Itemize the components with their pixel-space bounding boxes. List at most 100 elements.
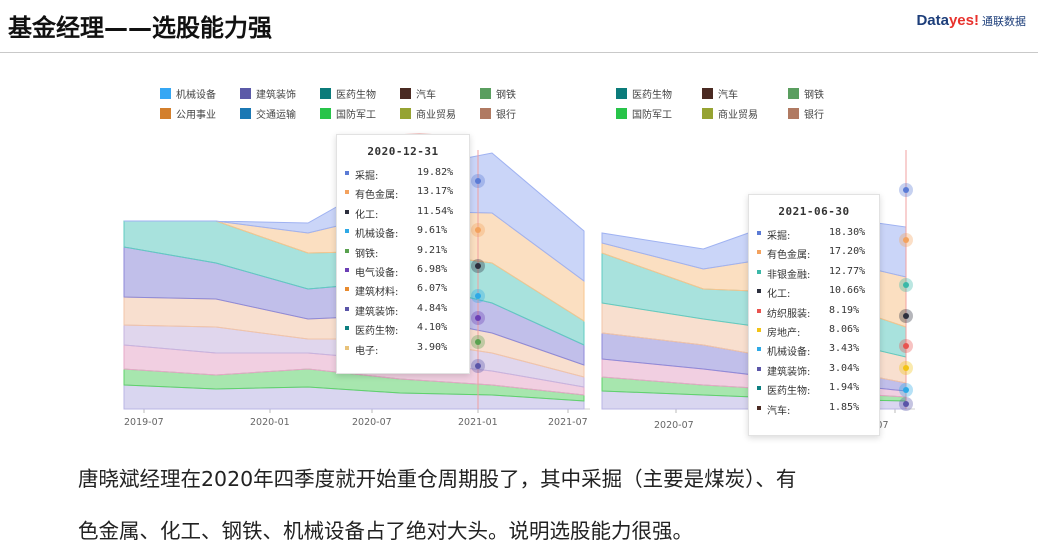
tooltip-row: 钢铁: 9.21% xyxy=(337,243,469,262)
legend-swatch xyxy=(616,108,627,119)
tooltip-marker xyxy=(757,269,761,274)
tooltip-row: 医药生物: 4.10% xyxy=(337,320,469,339)
tooltip-industry: 采掘: xyxy=(767,231,791,242)
legend-item[interactable]: 医药生物 xyxy=(616,86,672,101)
legend-item[interactable]: 汽车 xyxy=(702,86,738,101)
hover-point xyxy=(475,293,481,299)
legend-label: 国防军工 xyxy=(632,110,672,121)
hover-point xyxy=(475,263,481,269)
tooltip-row: 建筑装饰: 4.84% xyxy=(337,301,469,320)
legend-item[interactable]: 国防军工 xyxy=(616,106,672,121)
tooltip-marker xyxy=(757,308,761,313)
hover-point xyxy=(903,401,909,407)
legend-swatch xyxy=(480,108,491,119)
tooltip-2020-12-31: 2020-12-31 采掘: 19.82% 有色金属: 13.17% 化工: 11.54%… xyxy=(336,134,470,374)
brand-logo: Datayes! 通联数据 xyxy=(916,12,1026,29)
hover-point xyxy=(903,365,909,371)
tooltip-industry: 房地产: xyxy=(767,327,801,339)
left-x-tick-label: 2020-07 xyxy=(352,417,392,428)
hover-point xyxy=(475,178,481,184)
right-x-tick-label: 2020-07 xyxy=(654,420,694,431)
tooltip-weight: 11.54% xyxy=(417,205,454,217)
legend-label: 银行 xyxy=(496,110,516,121)
tooltip-row: 电子: 3.90% xyxy=(337,340,469,359)
legend-item[interactable]: 机械设备 xyxy=(160,86,216,101)
brand-cn: 通联数据 xyxy=(982,16,1026,28)
legend-label: 医药生物 xyxy=(632,90,672,101)
legend-swatch xyxy=(240,88,251,99)
tooltip-industry: 采掘: xyxy=(355,171,379,182)
tooltip-marker xyxy=(345,306,349,311)
tooltip-marker xyxy=(345,326,349,331)
legend-label: 钢铁 xyxy=(496,90,516,101)
industry-stack-charts: 2019-07 2020-01 2020-07 2021-01 2021-07 2020-… xyxy=(123,133,915,431)
tooltip-weight: 8.19% xyxy=(829,304,860,316)
chart-area: 2019-07 2020-01 2020-07 2021-01 2021-07 2020-… xyxy=(123,86,915,436)
tooltip-industry: 电气设备: xyxy=(355,267,399,279)
tooltip-weight: 9.61% xyxy=(417,225,448,237)
tooltip-row: 建筑材料: 6.07% xyxy=(337,281,469,300)
tooltip-marker xyxy=(757,405,761,410)
tooltip-marker xyxy=(345,345,349,350)
legend-label: 交通运输 xyxy=(256,110,296,121)
tooltip-weight: 12.77% xyxy=(829,265,866,277)
tooltip-marker xyxy=(757,289,761,294)
legend-swatch xyxy=(400,108,411,119)
tooltip-industry: 汽车: xyxy=(767,405,791,417)
tooltip-industry: 钢铁: xyxy=(355,248,379,260)
tooltip-row: 化工: 10.66% xyxy=(749,283,879,302)
tooltip-weight: 1.85% xyxy=(829,401,860,413)
tooltip-weight: 3.43% xyxy=(829,343,860,355)
tooltip-row: 建筑装饰: 3.04% xyxy=(749,361,879,380)
tooltip-marker xyxy=(345,248,349,253)
legend-item[interactable]: 建筑装饰 xyxy=(240,86,296,101)
legend-item[interactable]: 商业贸易 xyxy=(400,106,456,121)
legend-item[interactable]: 汽车 xyxy=(400,86,436,101)
tooltip-weight: 18.30% xyxy=(829,227,866,238)
legend-item[interactable]: 钢铁 xyxy=(788,86,824,101)
tooltip-industry: 机械设备: xyxy=(355,229,399,241)
legend-swatch xyxy=(616,88,627,99)
tooltip-industry: 建筑装饰: xyxy=(355,306,399,318)
tooltip-industry: 非银金融: xyxy=(767,269,811,281)
legend-item[interactable]: 钢铁 xyxy=(480,86,516,101)
tooltip-industry: 建筑装饰: xyxy=(767,366,811,378)
tooltip-industry: 医药生物: xyxy=(355,326,399,338)
legend-item[interactable]: 商业贸易 xyxy=(702,106,758,121)
tooltip-marker xyxy=(345,190,349,195)
legend-item[interactable]: 银行 xyxy=(788,106,824,121)
legend-label: 汽车 xyxy=(718,90,738,101)
legend-label: 商业贸易 xyxy=(416,110,456,121)
tooltip-row: 有色金属: 13.17% xyxy=(337,184,469,203)
legend-item[interactable]: 公用事业 xyxy=(160,106,216,121)
tooltip-industry: 机械设备: xyxy=(767,347,811,359)
tooltip-row: 有色金属: 17.20% xyxy=(749,244,879,263)
legend-item[interactable]: 国防军工 xyxy=(320,106,376,121)
legend-label: 商业贸易 xyxy=(718,110,758,121)
tooltip-weight: 6.07% xyxy=(417,283,448,295)
hover-point xyxy=(475,227,481,233)
slide-header: 基金经理——选股能力强 Datayes! 通联数据 xyxy=(0,0,1038,53)
legend-label: 国防军工 xyxy=(336,110,376,121)
tooltip-weight: 17.20% xyxy=(829,246,866,258)
legend-swatch xyxy=(320,88,331,99)
legend-item[interactable]: 医药生物 xyxy=(320,86,376,101)
tooltip-weight: 3.90% xyxy=(417,341,448,353)
tooltip-industry: 医药生物: xyxy=(767,386,811,398)
tooltip-marker xyxy=(345,267,349,272)
brand-accent: yes! xyxy=(948,12,979,29)
left-x-tick-label: 2020-01 xyxy=(250,417,290,428)
tooltip-weight: 1.94% xyxy=(829,382,860,394)
tooltip-marker xyxy=(345,171,349,175)
tooltip-weight: 9.21% xyxy=(417,244,448,256)
legend-item[interactable]: 银行 xyxy=(480,106,516,121)
tooltip-industry: 纺织服装: xyxy=(767,308,811,320)
tooltip-weight: 6.98% xyxy=(417,263,448,275)
left-x-tick-label: 2021-07 xyxy=(548,417,588,428)
legend-swatch xyxy=(480,88,491,99)
legend-label: 公用事业 xyxy=(176,110,216,121)
right-chart-legend: 医药生物 汽车 钢铁国防军工 商业贸易 银行 xyxy=(616,86,876,126)
hover-point xyxy=(475,363,481,369)
legend-item[interactable]: 交通运输 xyxy=(240,106,296,121)
legend-swatch xyxy=(160,108,171,119)
